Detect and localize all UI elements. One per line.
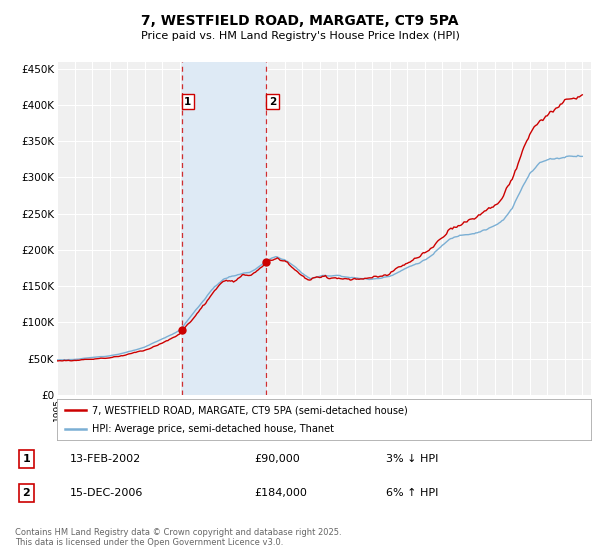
Text: £90,000: £90,000: [254, 454, 299, 464]
Text: 1: 1: [23, 454, 30, 464]
Text: 15-DEC-2006: 15-DEC-2006: [70, 488, 143, 498]
Text: Contains HM Land Registry data © Crown copyright and database right 2025.
This d: Contains HM Land Registry data © Crown c…: [15, 528, 341, 547]
Text: 1: 1: [184, 96, 191, 106]
Text: 13-FEB-2002: 13-FEB-2002: [70, 454, 141, 464]
Text: HPI: Average price, semi-detached house, Thanet: HPI: Average price, semi-detached house,…: [92, 424, 334, 433]
Text: £184,000: £184,000: [254, 488, 307, 498]
Text: 2: 2: [23, 488, 30, 498]
Text: 6% ↑ HPI: 6% ↑ HPI: [386, 488, 439, 498]
Text: 3% ↓ HPI: 3% ↓ HPI: [386, 454, 439, 464]
Text: 2: 2: [269, 96, 276, 106]
Bar: [182, 62, 266, 395]
Text: Price paid vs. HM Land Registry's House Price Index (HPI): Price paid vs. HM Land Registry's House …: [140, 31, 460, 41]
Text: 7, WESTFIELD ROAD, MARGATE, CT9 5PA: 7, WESTFIELD ROAD, MARGATE, CT9 5PA: [141, 14, 459, 28]
Text: 7, WESTFIELD ROAD, MARGATE, CT9 5PA (semi-detached house): 7, WESTFIELD ROAD, MARGATE, CT9 5PA (sem…: [92, 405, 407, 415]
